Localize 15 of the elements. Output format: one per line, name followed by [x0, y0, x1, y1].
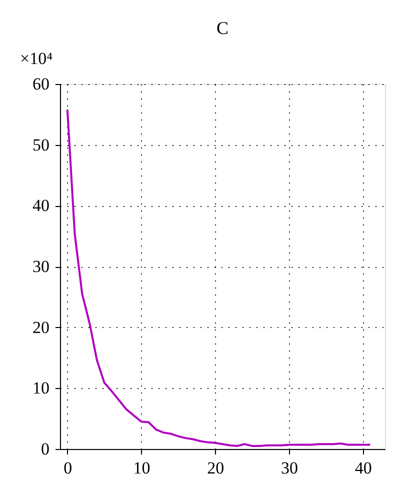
y-tick-label: 20	[32, 318, 50, 337]
line-series	[66, 108, 372, 447]
y-tick-label: 50	[32, 135, 50, 154]
y-tick-label: 30	[32, 257, 50, 276]
chart-title: C	[216, 18, 229, 38]
x-tick-label: 20	[207, 458, 224, 478]
y-tick-label: 60	[32, 74, 50, 94]
x-tick-label: 10	[133, 458, 150, 478]
y-tick-label: 10	[32, 378, 50, 398]
x-tick-label: 0	[64, 458, 72, 478]
y-tick-label: 40	[32, 196, 50, 216]
x-tick-label: 40	[354, 458, 372, 478]
y-tick-label: 0	[41, 440, 50, 458]
text: ×10⁴	[20, 49, 53, 68]
x-tick-label: 30	[280, 458, 298, 478]
